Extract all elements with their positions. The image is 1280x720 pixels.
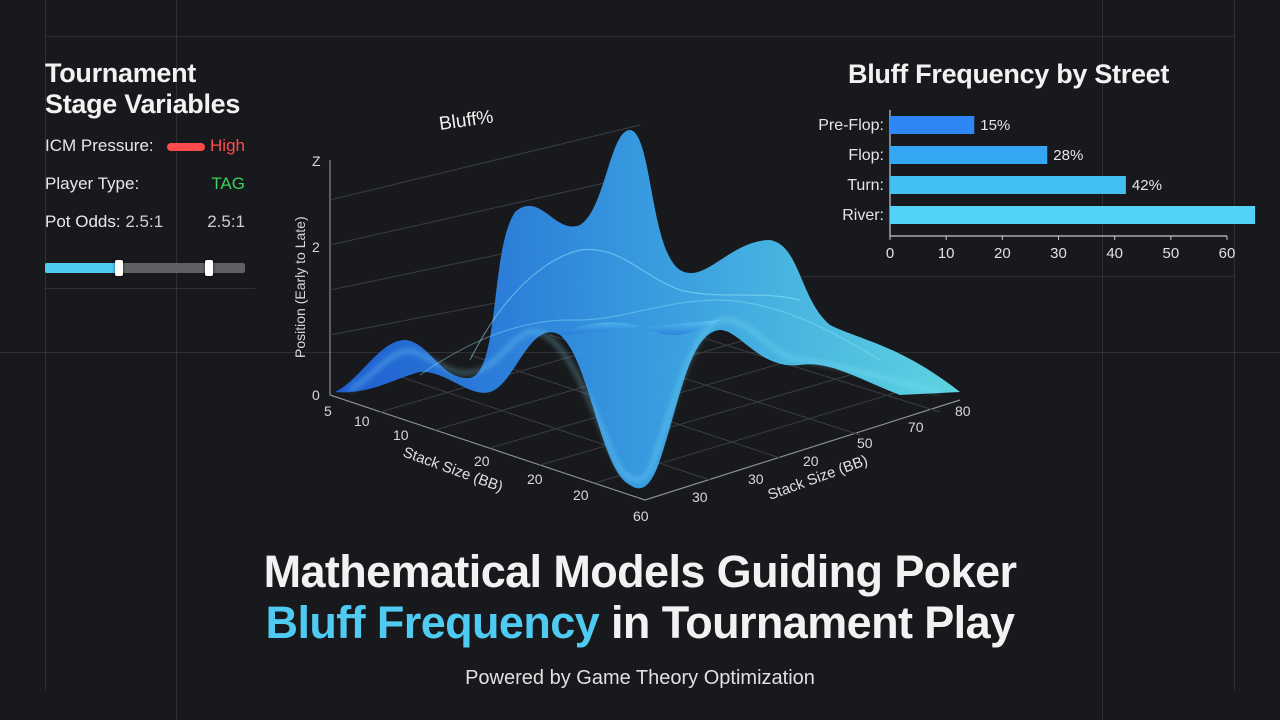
depth-tick: 80 — [955, 403, 971, 419]
z-axis-label: Z — [312, 153, 321, 169]
bar-chart-title: Bluff Frequency by Street — [848, 59, 1170, 89]
grid-line — [45, 0, 46, 690]
bar-value-label: 42% — [1132, 177, 1162, 194]
param-label: ICM Pressure: — [45, 136, 154, 155]
param-pot-odds: Pot Odds: 2.5:1 2.5:1 — [45, 212, 255, 250]
z-tick: 0 — [312, 387, 320, 403]
grid-line — [45, 36, 1235, 37]
param-player-type: Player Type: TAG — [45, 174, 255, 212]
x-tick: 10 — [393, 427, 409, 443]
depth-tick: 70 — [908, 419, 924, 435]
slider-handle[interactable] — [205, 260, 213, 276]
slider-fill — [45, 263, 119, 273]
param-value: 2.5:1 — [207, 212, 245, 231]
pressure-indicator-bar — [167, 143, 205, 151]
param-label-text: Pot Odds: — [45, 212, 121, 231]
surface-title: Bluff% — [438, 107, 495, 135]
bar — [890, 176, 1126, 194]
z-tick: 2 — [312, 239, 320, 255]
pot-odds-slider[interactable] — [45, 260, 245, 276]
bar — [890, 206, 1256, 224]
headline-accent: Bluff Frequency — [265, 597, 600, 648]
depth-tick: 50 — [857, 435, 873, 451]
depth-tick: 30 — [692, 489, 708, 505]
bluff-surface — [335, 130, 960, 489]
bar-x-tick-label: 50 — [1162, 245, 1179, 262]
grid-line — [1102, 0, 1103, 720]
slider-handle[interactable] — [115, 260, 123, 276]
grid-line — [176, 0, 177, 720]
y-axis-label: Position (Early to Late) — [292, 216, 308, 358]
subtitle: Powered by Game Theory Optimization — [465, 667, 815, 689]
grid-line — [790, 276, 1235, 277]
param-label-value: 2.5:1 — [125, 212, 164, 231]
headline-line-2: Bluff Frequency in Tournament Play — [0, 596, 1280, 650]
bar-x-tick-label: 30 — [1050, 245, 1067, 262]
bar-category-label: River: — [842, 207, 884, 224]
depth-tick: 30 — [748, 471, 764, 487]
x-tick: 20 — [527, 471, 543, 487]
bar-category-label: Pre-Flop: — [818, 117, 884, 134]
x-axis-label: Stack Size (BB) — [401, 444, 506, 496]
depth-tick: 20 — [803, 453, 819, 469]
param-label: Player Type: — [45, 174, 140, 193]
bar-x-tick-label: 60 — [1219, 245, 1236, 262]
bar-x-tick-label: 40 — [1106, 245, 1123, 262]
param-label: Pot Odds: 2.5:1 — [45, 212, 163, 232]
bar-x-tick-label: 0 — [886, 245, 894, 262]
x-tick: 10 — [354, 413, 370, 429]
x-tick: 20 — [573, 487, 589, 503]
headline-line-1: Mathematical Models Guiding Poker — [263, 546, 1017, 597]
bar — [890, 146, 1048, 164]
grid-line — [45, 288, 255, 289]
bar-category-label: Turn: — [847, 177, 884, 194]
bar-value-label: 15% — [980, 117, 1010, 134]
surface-axes — [329, 160, 961, 501]
x-tick: 20 — [474, 453, 490, 469]
grid-line — [1234, 0, 1235, 690]
panel-title: Tournament Stage Variables — [45, 58, 241, 119]
x-tick: 5 — [324, 403, 332, 419]
x-tick: 60 — [633, 508, 649, 524]
bar-category-label: Flop: — [848, 147, 884, 164]
param-value: High — [210, 136, 245, 155]
bar — [890, 116, 975, 134]
bar-x-tick-label: 10 — [938, 245, 955, 262]
param-value: TAG — [211, 174, 245, 193]
bar-x-tick-label: 20 — [994, 245, 1011, 262]
headline-rest: in Tournament Play — [599, 597, 1015, 648]
param-icm-pressure: ICM Pressure: High — [45, 136, 255, 174]
bluff-frequency-bar-chart: Pre-Flop:15%Flop:28%Turn:42%River:65%010… — [818, 110, 1256, 262]
tournament-variables-panel: Tournament Stage Variables ICM Pressure:… — [45, 58, 255, 276]
bar-value-label: 28% — [1053, 147, 1083, 164]
